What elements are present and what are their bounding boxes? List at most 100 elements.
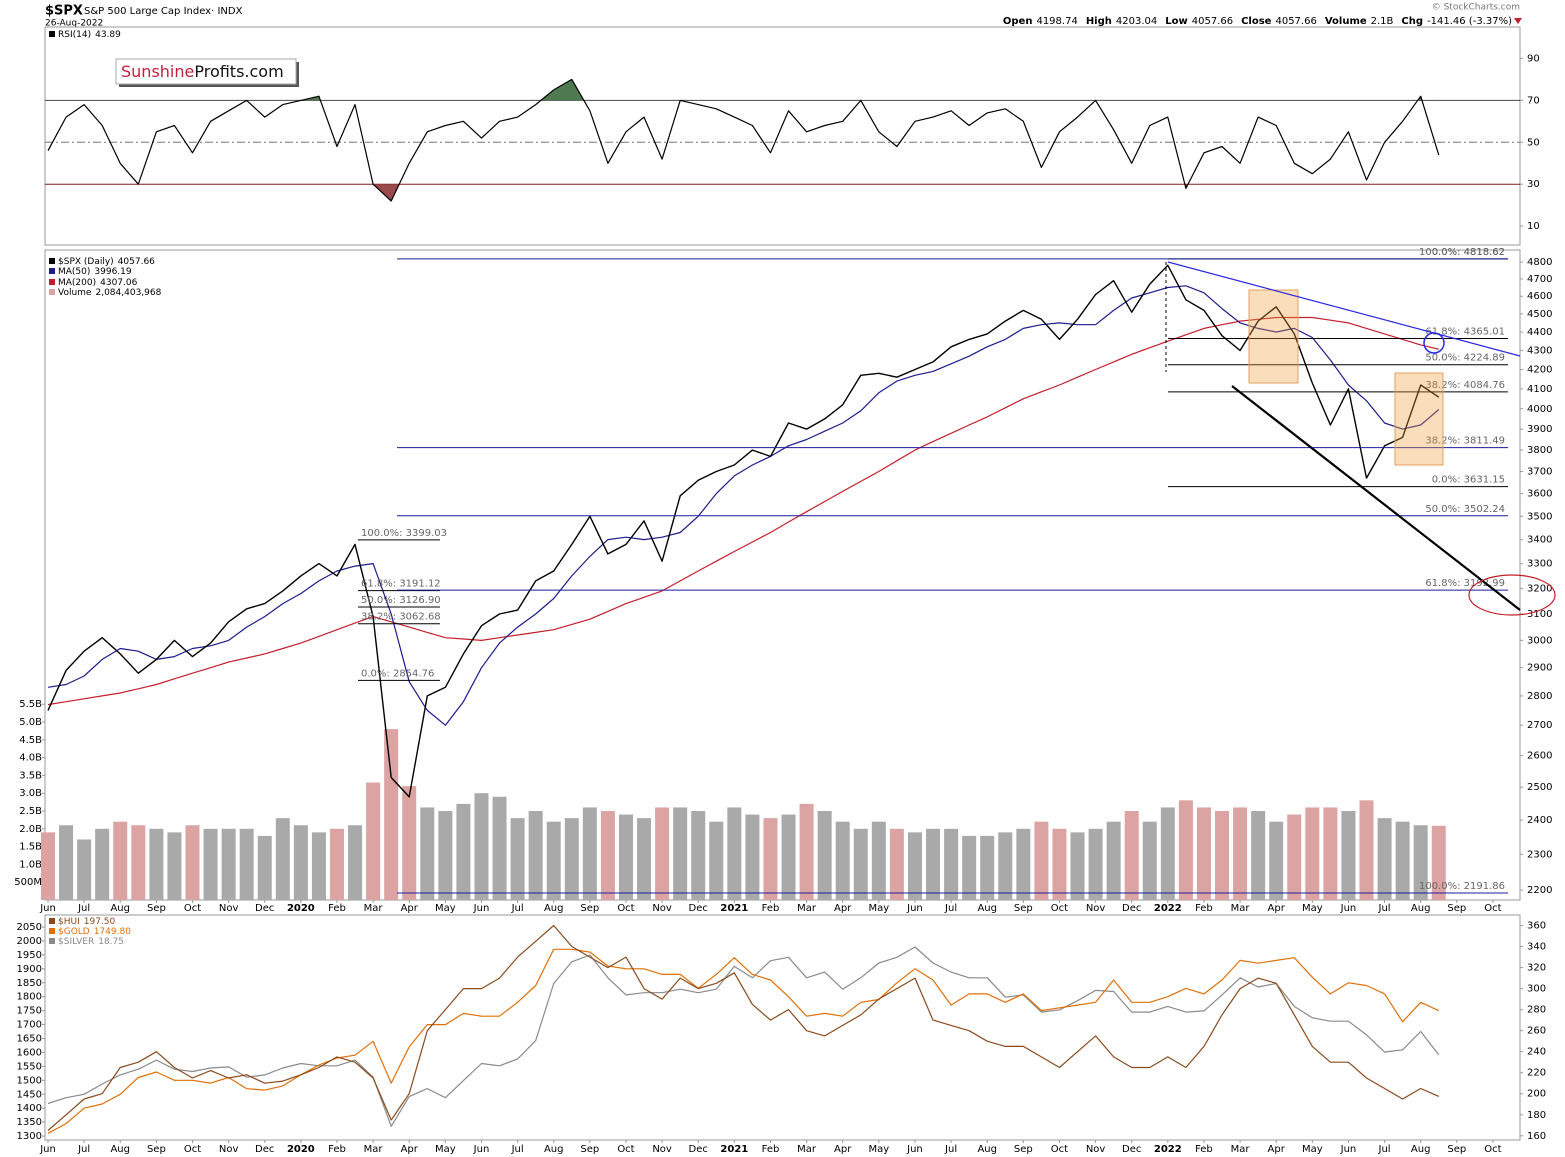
x-tick-label: Oct — [617, 1144, 634, 1155]
volume-bar — [348, 825, 363, 900]
trend-line — [1231, 385, 1521, 611]
volume-bar — [420, 807, 435, 900]
legend-name: MA(200) — [58, 278, 96, 288]
y-tick-label: 70 — [1527, 95, 1540, 106]
volume-bar — [185, 825, 200, 900]
volume-bar — [1413, 825, 1428, 900]
x-tick-label: Aug — [110, 903, 130, 914]
volume-bar — [59, 825, 74, 900]
legend-value: 18.75 — [98, 937, 124, 947]
y-tick-label: 1650 — [17, 1034, 42, 1045]
x-tick-label: Sep — [1014, 1144, 1033, 1155]
x-tick-label: Mar — [797, 903, 817, 914]
fib-label: 0.0%: 2854.76 — [361, 668, 434, 679]
volume-bar — [1016, 828, 1031, 900]
y2-tick-label: 360 — [1527, 921, 1546, 932]
y-tick-label: 2500 — [1527, 782, 1552, 793]
y-tick-label: 3000 — [1527, 635, 1552, 646]
series-line — [47, 948, 1440, 1134]
volume-bar — [149, 828, 164, 900]
y-tick-label: 3700 — [1527, 467, 1552, 478]
volume-bar — [1395, 821, 1410, 900]
legend-swatch — [49, 928, 55, 934]
volume-bar — [1359, 800, 1374, 900]
watermark-part: Profits.com — [194, 62, 283, 81]
x-tick-label: Oct — [184, 903, 201, 914]
volume-bar — [384, 729, 399, 900]
series-line — [47, 316, 1439, 706]
x-tick-label: Sep — [580, 1144, 599, 1155]
legend-name: MA(50) — [58, 267, 90, 277]
watermark-box — [115, 58, 297, 85]
volume-bar — [77, 839, 92, 900]
y2-tick-label: 5.5B — [19, 699, 42, 710]
y-tick-label: 1600 — [17, 1047, 42, 1058]
stat-value: 4198.74 — [1036, 16, 1077, 27]
x-tick-label: Jul — [944, 1144, 957, 1155]
y2-tick-label: 500M — [14, 877, 42, 888]
series-line — [47, 78, 1440, 202]
y-tick-label: 4700 — [1527, 274, 1552, 285]
stat-label: Volume — [1325, 16, 1367, 27]
legend-value: 2,084,403,968 — [95, 288, 161, 298]
x-tick-label: Sep — [580, 903, 599, 914]
x-tick-label: Nov — [652, 903, 672, 914]
y2-tick-label: 240 — [1527, 1047, 1546, 1058]
legend-name: $SPX (Daily) — [58, 257, 114, 267]
y-tick-label: 1750 — [17, 1006, 42, 1017]
fib-label: 61.8%: 4365.01 — [1425, 326, 1505, 337]
y-tick-label: 1700 — [17, 1020, 42, 1031]
y-tick-label: 3900 — [1527, 424, 1552, 435]
y2-tick-label: 260 — [1527, 1026, 1546, 1037]
x-tick-label: Jul — [77, 903, 90, 914]
volume-bar — [853, 828, 868, 900]
volume-bar — [1142, 821, 1157, 900]
y2-tick-label: 1.5B — [19, 842, 42, 853]
x-tick-label: Jun — [473, 1144, 490, 1155]
y2-tick-label: 280 — [1527, 1005, 1546, 1016]
x-tick-label: Oct — [1484, 903, 1501, 914]
volume-bar — [1251, 811, 1266, 900]
y2-tick-label: 340 — [1527, 942, 1546, 953]
legend-entry: $SPX (Daily) 4057.66 — [58, 257, 155, 267]
x-tick-label: Oct — [1051, 1144, 1068, 1155]
y-tick-label: 4400 — [1527, 327, 1552, 338]
volume-bar — [1196, 807, 1211, 900]
legend-value: 4307.06 — [100, 278, 137, 288]
x-tick-label: Jul — [1378, 1144, 1391, 1155]
y-tick-label: 3300 — [1527, 559, 1552, 570]
volume-bar — [546, 821, 561, 900]
x-tick-label: Jun — [473, 903, 490, 914]
y-tick-label: 4100 — [1527, 384, 1552, 395]
y2-tick-label: 2.5B — [19, 806, 42, 817]
legend-entry: MA(50) 3996.19 — [58, 267, 132, 277]
volume-bar — [1305, 807, 1320, 900]
volume-bar — [456, 803, 471, 900]
volume-bar — [131, 825, 146, 900]
volume-bar — [492, 796, 507, 900]
fib-label: 61.8%: 3191.12 — [361, 579, 441, 590]
y-tick-label: 4000 — [1527, 404, 1552, 415]
x-tick-label: Mar — [1231, 1144, 1251, 1155]
x-tick-label: Nov — [652, 1144, 672, 1155]
fib-label: 61.8%: 3192.99 — [1425, 578, 1505, 589]
y-tick-label: 1950 — [17, 950, 42, 961]
volume-bar — [691, 811, 706, 900]
legend-swatch — [49, 279, 55, 285]
y-tick-label: 3500 — [1527, 511, 1552, 522]
annotations — [1165, 261, 1556, 616]
volume-bar — [1287, 814, 1302, 900]
x-tick-label: Feb — [762, 1144, 780, 1155]
volume-bar — [817, 811, 832, 900]
volume-bar — [673, 807, 688, 900]
fib-label: 0.0%: 3631.15 — [1432, 475, 1505, 486]
x-tick-label: Apr — [834, 1144, 852, 1155]
x-tick-label: Dec — [255, 1144, 274, 1155]
series-line — [47, 924, 1440, 1131]
y-tick-label: 2600 — [1527, 751, 1552, 762]
volume-bar — [311, 832, 326, 900]
fib-label: 50.0%: 3126.90 — [361, 595, 441, 606]
y-tick-label: 4200 — [1527, 364, 1552, 375]
chart-date: 26-Aug-2022 — [45, 19, 103, 29]
volume-bar — [618, 814, 633, 900]
